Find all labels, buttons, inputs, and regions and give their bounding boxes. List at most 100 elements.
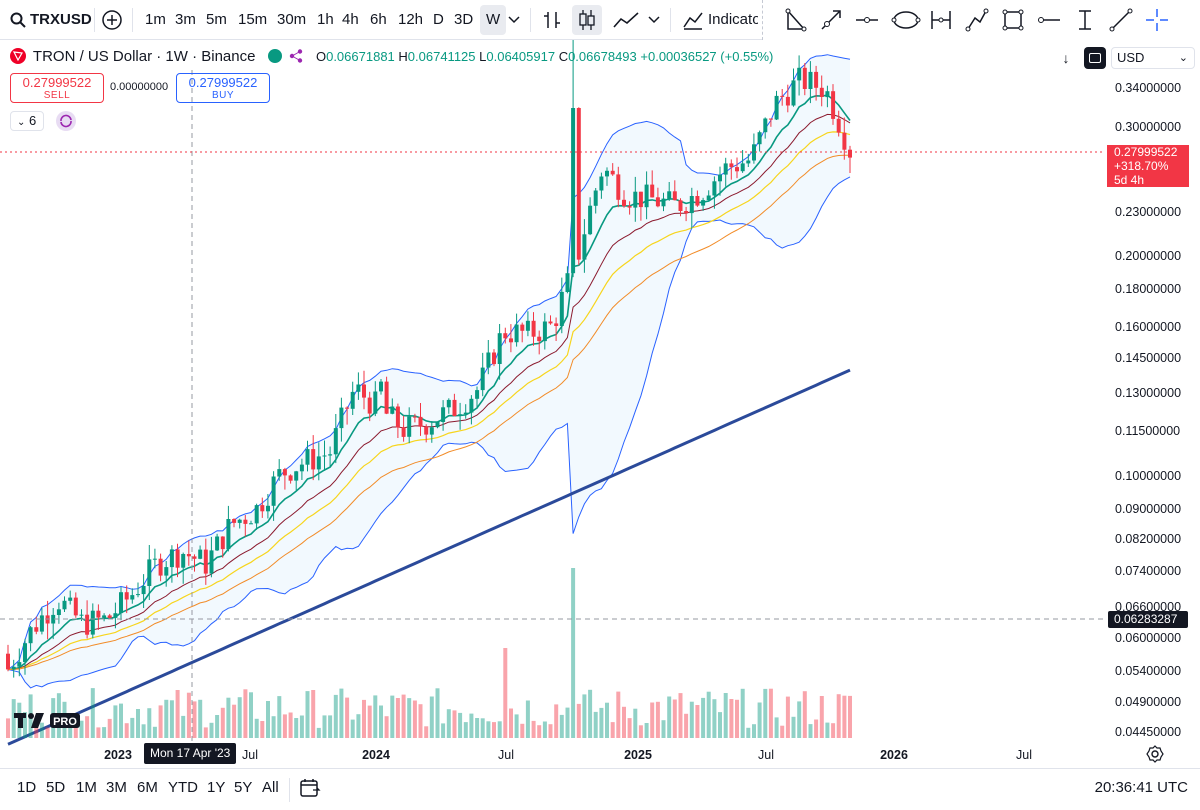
calendar-goto-icon[interactable] [299, 777, 321, 799]
low-label: L [479, 49, 487, 64]
volume-bar [644, 723, 649, 738]
range-ytd[interactable]: YTD [168, 779, 198, 796]
range-6m[interactable]: 6M [137, 779, 158, 796]
price-tick-label: 0.09000000 [1115, 502, 1182, 517]
range-all[interactable]: All [262, 779, 279, 796]
indicators-toggle[interactable]: ⌄ 6 [10, 111, 44, 131]
time-tick-label: Jul [1016, 748, 1032, 762]
interval-30m[interactable]: 30m [277, 11, 307, 28]
range-5d[interactable]: 5D [46, 779, 66, 796]
ellipse-icon[interactable] [891, 8, 921, 32]
range-5y[interactable]: 5Y [234, 779, 253, 796]
candle-body [537, 336, 542, 342]
interval-3m[interactable]: 3m [175, 11, 196, 28]
utc-clock[interactable]: 20:36:41 UTC [1094, 779, 1188, 796]
interval-5m[interactable]: 5m [206, 11, 227, 28]
chart-canvas[interactable] [0, 40, 1200, 768]
crosshair-price-label: 0.06283287 [1108, 611, 1188, 628]
indicators-icon[interactable] [682, 10, 704, 30]
candle-body [158, 558, 163, 576]
time-tick-label: 2023 [104, 748, 132, 762]
currency-select[interactable]: USD ⌄ [1111, 47, 1195, 69]
chevron-down-icon[interactable] [648, 16, 660, 24]
crosshair-icon[interactable] [1145, 8, 1169, 32]
volume-bar [412, 700, 417, 738]
volume-bar [469, 713, 474, 738]
candles-button[interactable] [572, 5, 602, 35]
interval-1w[interactable]: W [480, 5, 507, 35]
fullscreen-toggle-button[interactable] [1084, 47, 1106, 69]
interval-15m[interactable]: 15m [238, 11, 268, 28]
candles-icon [579, 10, 595, 30]
candle-body [164, 567, 169, 576]
share-nodes-icon[interactable] [288, 48, 304, 64]
range-3m[interactable]: 3M [106, 779, 127, 796]
chevron-down-icon[interactable] [508, 16, 520, 24]
candle-body [667, 191, 672, 199]
line-chart-icon[interactable] [613, 10, 639, 30]
chevron-down-icon: ⌄ [1178, 52, 1188, 64]
rectangle-icon[interactable] [1001, 8, 1025, 32]
sync-icon[interactable] [56, 111, 76, 131]
candle-body [339, 407, 344, 429]
sell-button[interactable]: 0.27999522 SELL [10, 73, 104, 103]
interval-3d[interactable]: 3D [454, 11, 474, 28]
symbol-search-button[interactable]: TRXUSD [30, 11, 92, 28]
indicators-button[interactable]: Indicato [708, 11, 758, 28]
volume-bar [113, 705, 118, 738]
candle-body [605, 170, 609, 177]
interval-6h[interactable]: 6h [370, 11, 387, 28]
buy-button[interactable]: 0.27999522 BUY [176, 73, 270, 103]
volume-bar [537, 725, 542, 738]
horizontal-ray-icon[interactable] [1037, 8, 1061, 32]
candle-body [294, 471, 299, 481]
candle-body [825, 91, 830, 98]
volume-bar [774, 717, 779, 738]
candle-body [124, 592, 129, 600]
search-icon[interactable] [10, 12, 26, 28]
compare-add-icon[interactable] [101, 9, 123, 31]
scroll-down-arrow-icon[interactable]: ↓ [1062, 50, 1070, 66]
volume-bar [689, 701, 694, 738]
ray-icon[interactable] [819, 8, 843, 32]
volume-bar [119, 703, 123, 738]
candle-body [220, 536, 225, 550]
price-chart[interactable] [0, 40, 1200, 768]
price-tick-label: 0.04450000 [1115, 725, 1182, 740]
range-1y[interactable]: 1Y [207, 779, 226, 796]
candle-body [147, 559, 152, 586]
trend-line-icon[interactable] [1109, 8, 1133, 32]
range-1m[interactable]: 1M [76, 779, 97, 796]
candle-body [62, 600, 67, 610]
text-cursor-icon[interactable] [1073, 8, 1097, 32]
trend-angle-icon[interactable] [783, 8, 807, 32]
interval-4h[interactable]: 4h [342, 11, 359, 28]
volume-bar [435, 688, 440, 738]
volume-bar [565, 707, 570, 738]
volume-bar [655, 701, 660, 738]
candle-body [412, 416, 417, 418]
volume-bar [650, 702, 655, 738]
candle-body [593, 190, 598, 206]
candle-body [429, 427, 434, 435]
drawing-tools-panel [762, 0, 1200, 40]
range-1d[interactable]: 1D [17, 779, 37, 796]
candle-body [288, 475, 293, 481]
current-price-change: +318.70% [1114, 159, 1169, 173]
bar-chart-icon[interactable] [541, 9, 563, 31]
settings-gear-icon[interactable] [1146, 745, 1164, 763]
candle-body [650, 184, 655, 198]
interval-12h[interactable]: 12h [398, 11, 424, 28]
price-range-icon[interactable] [929, 8, 953, 32]
horizontal-line-icon[interactable] [855, 8, 879, 32]
volume-bar [152, 726, 157, 738]
volume-bar [763, 688, 768, 738]
candle-body [435, 421, 440, 428]
volume-bar [520, 723, 525, 738]
path-icon[interactable] [965, 8, 989, 32]
volume-bar [712, 699, 717, 738]
interval-1h[interactable]: 1h [317, 11, 334, 28]
volume-bar [509, 708, 513, 738]
interval-1d[interactable]: D [433, 11, 444, 28]
interval-1m[interactable]: 1m [145, 11, 166, 28]
